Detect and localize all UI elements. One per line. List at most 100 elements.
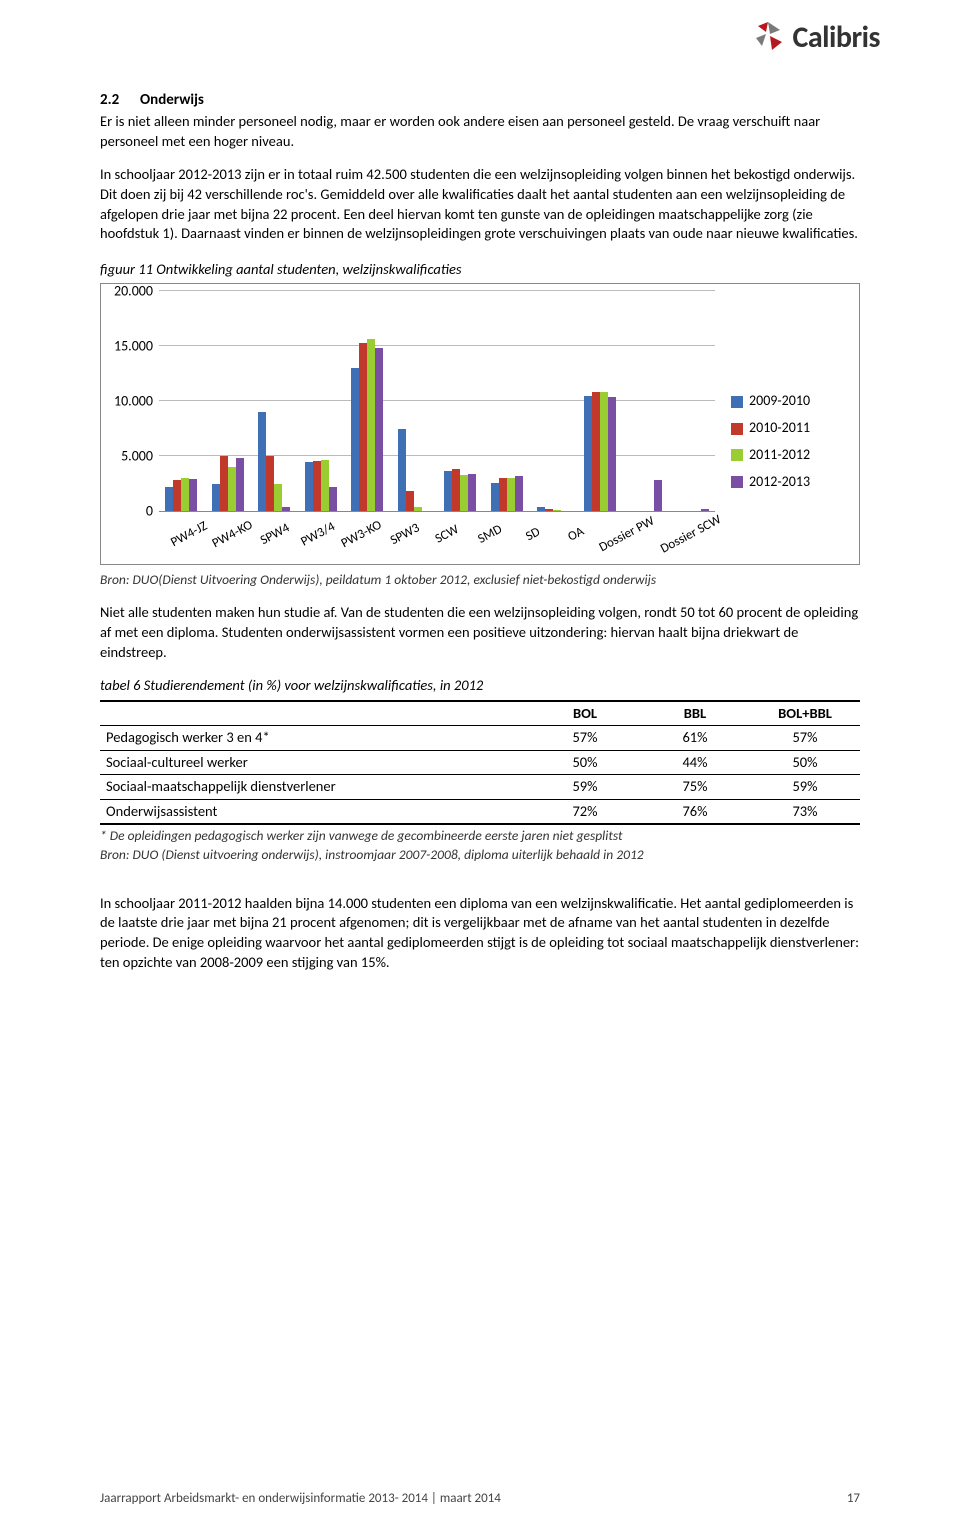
page-footer: Jaarrapport Arbeidsmarkt- en onderwijsin… — [100, 1490, 860, 1508]
paragraph-2: In schooljaar 2012-2013 zijn er in totaa… — [100, 165, 860, 243]
table-header-row: BOLBBLBOL+BBL — [100, 701, 860, 726]
bar — [220, 456, 228, 511]
bar — [329, 487, 337, 511]
bar — [375, 348, 383, 511]
footer-left: Jaarrapport Arbeidsmarkt- en onderwijsin… — [100, 1490, 501, 1508]
bar — [452, 469, 460, 511]
x-tick-label: Dossier SCW — [652, 503, 730, 571]
table-cell: 50% — [530, 750, 640, 775]
table-caption: tabel 6 Studierendement (in %) voor welz… — [100, 676, 860, 696]
table-note-2: Bron: DUO (Dienst uitvoering onderwijs),… — [100, 846, 860, 864]
y-tick-label: 20.000 — [114, 283, 153, 302]
bar — [444, 471, 452, 512]
bar — [313, 461, 321, 512]
bar — [600, 392, 608, 511]
table-cell: 75% — [640, 775, 750, 800]
legend-item: 2012-2013 — [731, 473, 851, 492]
table-row: Onderwijsassistent72%76%73% — [100, 799, 860, 824]
paragraph-4: In schooljaar 2011-2012 haalden bijna 14… — [100, 894, 860, 972]
bar — [321, 460, 329, 512]
table-body: Pedagogisch werker 3 en 4*57%61%57%Socia… — [100, 726, 860, 825]
data-table: BOLBBLBOL+BBL Pedagogisch werker 3 en 4*… — [100, 700, 860, 826]
bar — [537, 507, 545, 511]
bar-group — [624, 480, 669, 511]
chart-source-note: Bron: DUO(Dienst Uitvoering Onderwijs), … — [100, 571, 860, 589]
legend-item: 2011-2012 — [731, 446, 851, 465]
bar-group — [438, 469, 483, 511]
bar — [406, 491, 414, 511]
bar — [584, 396, 592, 512]
chart-container: 20.000 15.000 10.000 5.000 0 PW4-JZPW4-KOSPW… — [100, 283, 860, 565]
bar-group — [485, 476, 530, 511]
bar — [274, 484, 282, 512]
y-tick-label: 0 — [146, 503, 153, 522]
table-note-1: * De opleidingen pedagogisch werker zijn… — [100, 827, 860, 845]
table-cell: Onderwijsassistent — [100, 799, 530, 824]
brand-name: Calibris — [792, 18, 880, 59]
bar-group — [159, 478, 204, 511]
table-cell: 72% — [530, 799, 640, 824]
bar — [189, 479, 197, 511]
bar — [212, 484, 220, 512]
bar — [460, 475, 468, 511]
table-cell: 59% — [530, 775, 640, 800]
bar — [228, 467, 236, 511]
table-cell: Sociaal-maatschappelijk dienstverlener — [100, 775, 530, 800]
chart-plot-area — [159, 292, 715, 512]
bar — [545, 509, 553, 511]
bar — [236, 458, 244, 511]
table-cell: 57% — [750, 726, 860, 751]
table-row: Sociaal-maatschappelijk dienstverlener59… — [100, 775, 860, 800]
y-tick-label: 5.000 — [121, 448, 153, 467]
bar-group — [345, 339, 390, 512]
bar — [367, 339, 375, 512]
section-title: Onderwijs — [140, 91, 204, 109]
bar — [305, 462, 313, 512]
chart-x-labels: PW4-JZPW4-KOSPW4PW3/4PW3-KOSPW3SCWSMDSDO… — [159, 512, 715, 560]
legend-label: 2010-2011 — [749, 419, 810, 438]
bar-group — [252, 412, 297, 511]
table-cell: 44% — [640, 750, 750, 775]
table-cell: 76% — [640, 799, 750, 824]
bar — [173, 480, 181, 511]
bar — [468, 474, 476, 511]
legend-item: 2010-2011 — [731, 419, 851, 438]
table-header-cell — [100, 701, 530, 726]
y-tick-label: 10.000 — [114, 393, 153, 412]
legend-item: 2009-2010 — [731, 392, 851, 411]
bar — [507, 478, 515, 511]
page-root: Calibris 2.2Onderwijs Er is niet alleen … — [0, 0, 960, 1538]
bar — [608, 397, 616, 511]
legend-swatch — [731, 476, 743, 488]
table-row: Sociaal-cultureel werker50%44%50% — [100, 750, 860, 775]
bar — [592, 392, 600, 511]
paragraph-1: Er is niet alleen minder personeel nodig… — [100, 112, 860, 151]
bar — [351, 368, 359, 511]
bar-group — [299, 460, 344, 512]
bar — [282, 507, 290, 511]
section-heading: 2.2Onderwijs — [100, 90, 860, 110]
bar — [359, 343, 367, 511]
bar — [414, 507, 422, 511]
bar-group — [531, 507, 576, 511]
legend-swatch — [731, 449, 743, 461]
bar — [701, 509, 709, 511]
table-cell: 57% — [530, 726, 640, 751]
bar — [515, 476, 523, 511]
table-row: Pedagogisch werker 3 en 4*57%61%57% — [100, 726, 860, 751]
bar — [499, 478, 507, 511]
bar — [258, 412, 266, 511]
brand-logo: Calibris — [750, 18, 880, 59]
bar-group — [578, 392, 623, 511]
table-header-cell: BOL — [530, 701, 640, 726]
table-cell: 61% — [640, 726, 750, 751]
legend-swatch — [731, 423, 743, 435]
bar-group — [206, 456, 251, 511]
chart-y-axis: 20.00015.00010.0005.0000 — [109, 292, 159, 512]
table-cell: Sociaal-cultureel werker — [100, 750, 530, 775]
chart-legend: 2009-2010 2010-2011 2011-2012 2012-2013 — [731, 292, 851, 500]
bar — [165, 487, 173, 511]
y-tick-label: 15.000 — [114, 338, 153, 357]
table-cell: 59% — [750, 775, 860, 800]
table-cell: 50% — [750, 750, 860, 775]
